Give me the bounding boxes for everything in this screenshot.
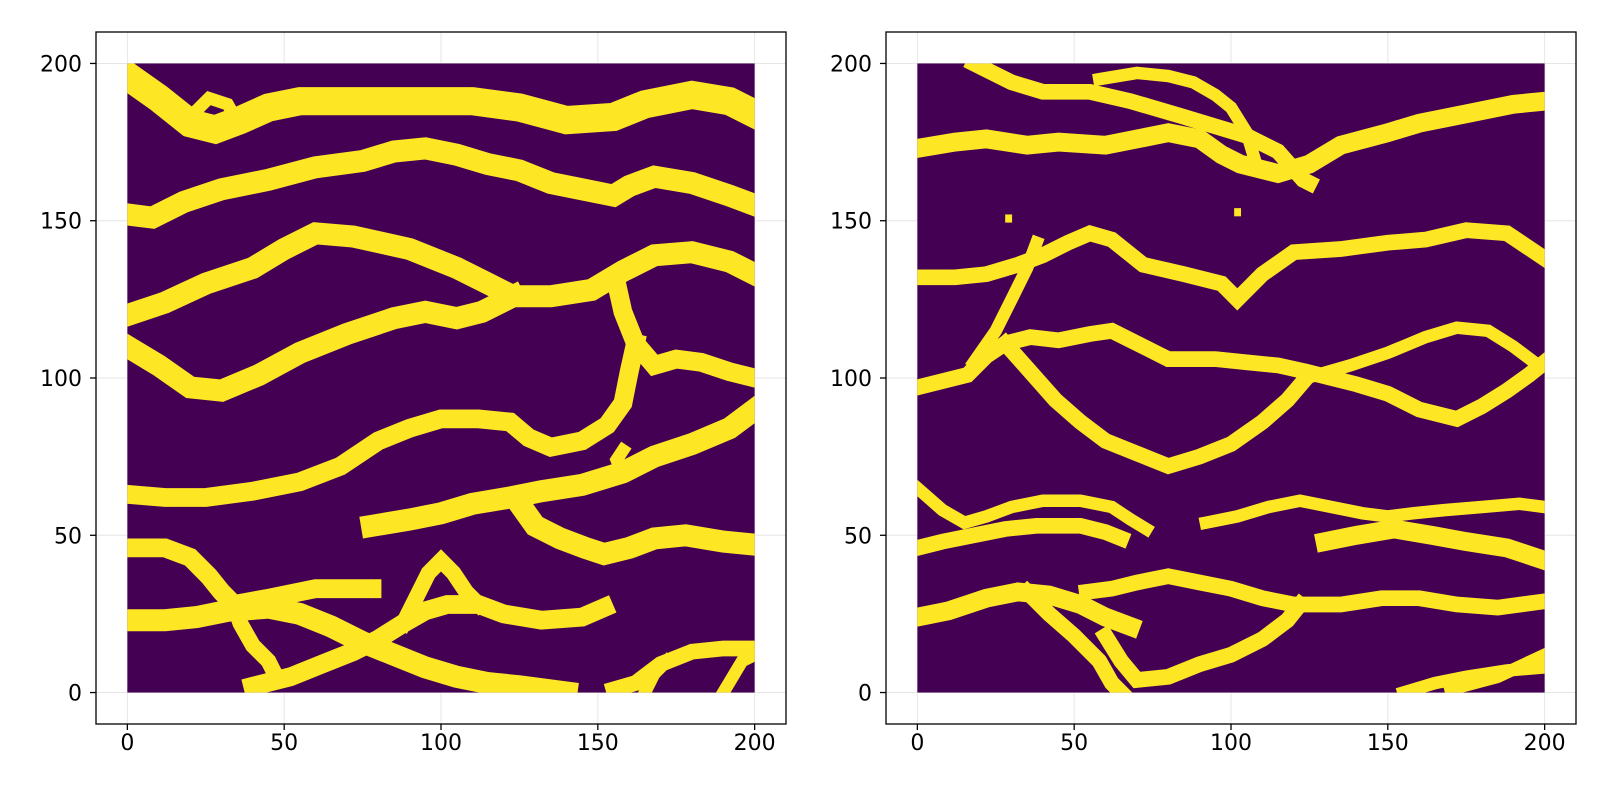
y-tick-label: 200 bbox=[830, 52, 872, 77]
channel-path bbox=[127, 281, 528, 402]
x-tick-label: 200 bbox=[734, 731, 776, 756]
channel-path bbox=[963, 63, 1320, 194]
right-heatmap-panel: 0 50 100 150 200 0 50 100 150 200 bbox=[830, 31, 1577, 756]
channel-path bbox=[241, 595, 617, 693]
x-tick-label: 0 bbox=[910, 731, 924, 756]
channel-path bbox=[917, 91, 1545, 184]
y-tick-label: 0 bbox=[68, 682, 82, 707]
channel-path bbox=[224, 594, 289, 691]
channel-path bbox=[605, 272, 755, 388]
channel-path bbox=[359, 395, 755, 539]
x-tick-label: 50 bbox=[270, 731, 298, 756]
channel-path bbox=[127, 596, 579, 693]
y-tick-label: 150 bbox=[40, 210, 82, 235]
channel-path bbox=[1442, 647, 1545, 693]
channel-path bbox=[504, 488, 755, 566]
x-tick-label: 100 bbox=[420, 731, 462, 756]
channel-path bbox=[1015, 580, 1133, 693]
x-tick-label: 100 bbox=[1210, 731, 1252, 756]
channel-path bbox=[603, 640, 755, 693]
channel-path bbox=[637, 652, 676, 693]
x-tick-label: 150 bbox=[1367, 731, 1409, 756]
channel-path bbox=[994, 332, 1318, 475]
channel-path bbox=[1077, 568, 1545, 616]
channel-path bbox=[1314, 519, 1545, 571]
channel-layer bbox=[127, 63, 755, 693]
channel-path bbox=[1092, 66, 1264, 172]
y-tick-label: 50 bbox=[844, 524, 872, 549]
channel-path bbox=[127, 63, 755, 145]
y-tick-label: 100 bbox=[830, 367, 872, 392]
y-tick-label: 100 bbox=[40, 367, 82, 392]
x-tick-label: 150 bbox=[577, 731, 619, 756]
channel-layer bbox=[917, 63, 1545, 693]
left-heatmap-panel: 0 50 100 150 200 0 50 100 150 200 bbox=[40, 31, 787, 756]
channel-speck bbox=[1234, 208, 1242, 217]
channel-path bbox=[917, 222, 1545, 311]
channel-path bbox=[965, 234, 1045, 372]
y-tick-label: 0 bbox=[858, 682, 872, 707]
channel-path bbox=[127, 222, 755, 327]
channel-path bbox=[181, 90, 249, 135]
channel-path bbox=[1198, 494, 1545, 531]
channel-path bbox=[392, 549, 490, 634]
channel-path bbox=[1094, 593, 1312, 689]
channel-path bbox=[127, 332, 647, 507]
y-tick-label: 150 bbox=[830, 210, 872, 235]
channel-speck bbox=[1005, 214, 1013, 223]
x-tick-label: 50 bbox=[1060, 731, 1088, 756]
channel-path bbox=[127, 538, 382, 615]
y-tick-label: 200 bbox=[40, 52, 82, 77]
y-tick-label: 50 bbox=[54, 524, 82, 549]
channel-path bbox=[715, 647, 755, 693]
channel-path bbox=[127, 137, 755, 229]
x-tick-label: 200 bbox=[1524, 731, 1566, 756]
channel-path bbox=[609, 441, 632, 484]
x-tick-label: 0 bbox=[120, 731, 134, 756]
channel-path bbox=[1298, 321, 1545, 386]
channel-path bbox=[917, 517, 1132, 557]
channel-path bbox=[917, 479, 1155, 538]
